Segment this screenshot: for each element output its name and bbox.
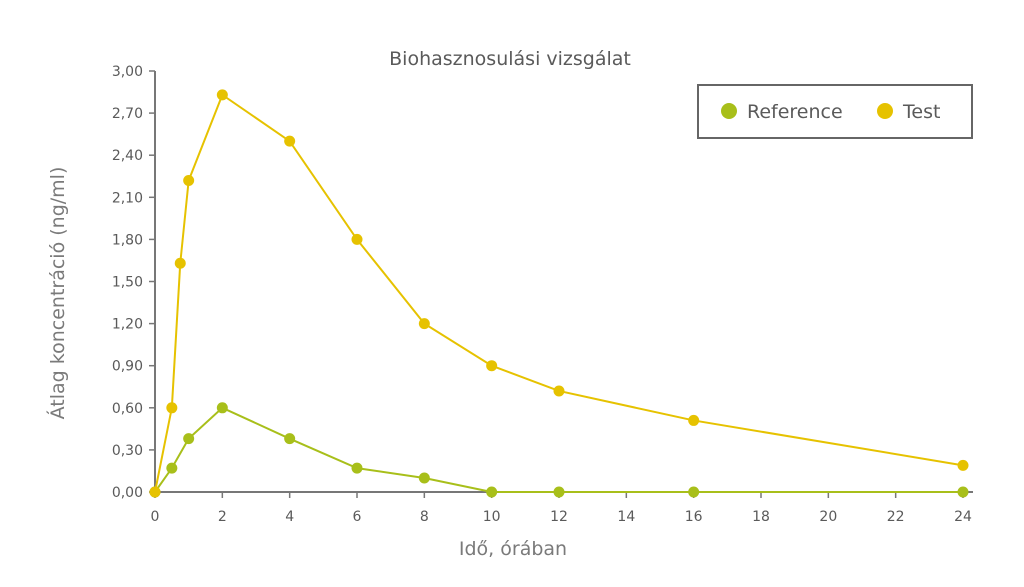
- y-tick-label: 1,20: [112, 317, 143, 333]
- legend-box: [697, 84, 973, 139]
- y-tick-label: 0,00: [112, 485, 143, 501]
- series-test: [149, 89, 969, 498]
- x-tick-label: 14: [617, 509, 635, 525]
- y-tick-label: 0,90: [112, 359, 143, 375]
- y-tick-label: 2,70: [112, 106, 143, 122]
- data-point-test: [553, 385, 565, 397]
- data-point-reference: [183, 433, 195, 445]
- x-axis: 0 2 4 6 8 10 12 14 16 18 20 22 24: [151, 491, 973, 525]
- x-tick-label: 18: [752, 509, 770, 525]
- data-point-test: [486, 360, 498, 372]
- x-tick-label: 4: [285, 509, 294, 525]
- data-point-test: [174, 257, 186, 269]
- x-axis-title: Idő, órában: [459, 538, 567, 560]
- data-point-test: [166, 402, 178, 414]
- data-point-reference: [166, 462, 178, 474]
- data-point-test: [418, 318, 430, 330]
- data-point-test: [351, 233, 363, 245]
- data-point-test: [149, 486, 161, 498]
- legend: Reference Test: [697, 84, 973, 139]
- x-tick-label: 10: [483, 509, 501, 525]
- legend-label-reference: Reference: [747, 101, 843, 123]
- data-point-reference: [688, 486, 700, 498]
- x-tick-label: 16: [685, 509, 703, 525]
- x-tick-label: 22: [887, 509, 905, 525]
- y-axis: 0,00 0,30 0,60 0,90 1,20 1,50 1,80 2,10 2,40 2,70…: [112, 64, 156, 501]
- x-tick-label: 2: [218, 509, 227, 525]
- data-point-test: [216, 89, 228, 101]
- y-tick-label: 3,00: [112, 64, 143, 80]
- series-reference: [149, 402, 969, 498]
- x-tick-label: 24: [954, 509, 972, 525]
- data-point-reference: [418, 472, 430, 484]
- data-point-reference: [284, 433, 296, 445]
- data-point-reference: [351, 462, 363, 474]
- series-layer: [149, 89, 969, 498]
- data-point-test: [957, 459, 969, 471]
- y-axis-title: Átlag koncentráció (ng/ml): [46, 167, 69, 420]
- x-tick-label: 12: [550, 509, 568, 525]
- data-point-test: [284, 135, 296, 147]
- series-line-reference: [154, 406, 963, 493]
- x-tick-label: 6: [353, 509, 362, 525]
- legend-marker-test: [877, 103, 893, 119]
- y-tick-label: 0,30: [112, 443, 143, 459]
- data-point-reference: [957, 486, 969, 498]
- chart-title: Biohasznosulási vizsgálat: [389, 48, 631, 70]
- data-point-test: [688, 414, 700, 426]
- x-tick-label: 8: [420, 509, 429, 525]
- x-tick-label: 0: [151, 509, 160, 525]
- y-tick-label: 1,50: [112, 275, 143, 291]
- series-line-test: [154, 93, 964, 493]
- data-point-reference: [553, 486, 565, 498]
- y-tick-label: 2,40: [112, 148, 143, 164]
- legend-label-test: Test: [902, 101, 940, 123]
- x-tick-label: 20: [819, 509, 837, 525]
- y-tick-label: 0,60: [112, 401, 143, 417]
- y-tick-label: 1,80: [112, 232, 143, 248]
- data-point-reference: [486, 486, 498, 498]
- legend-marker-reference: [721, 103, 737, 119]
- data-point-reference: [216, 402, 228, 414]
- data-point-test: [183, 174, 195, 186]
- y-tick-label: 2,10: [112, 190, 143, 206]
